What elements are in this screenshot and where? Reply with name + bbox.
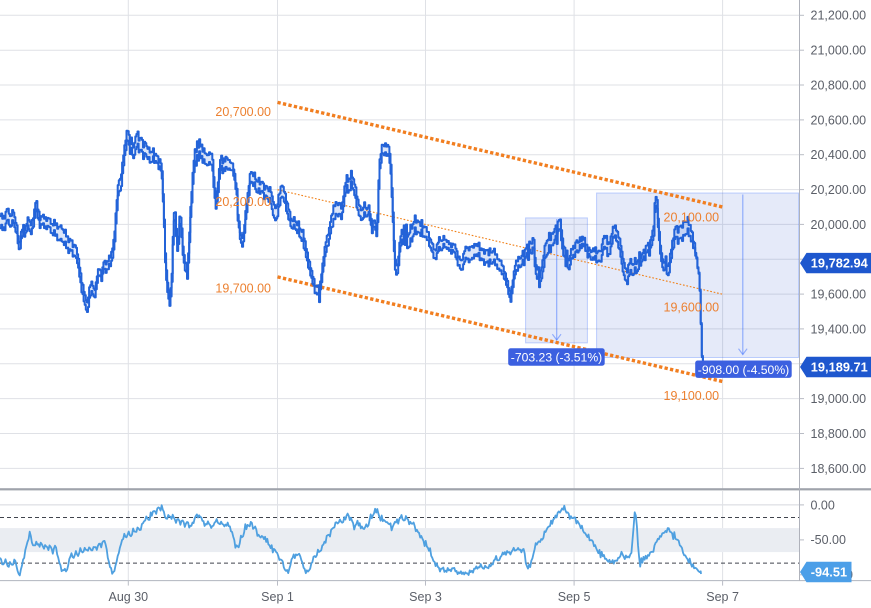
- svg-text:19,600.00: 19,600.00: [811, 288, 867, 302]
- svg-text:19,400.00: 19,400.00: [811, 322, 867, 336]
- svg-text:18,800.00: 18,800.00: [811, 427, 867, 441]
- svg-text:20,400.00: 20,400.00: [811, 148, 867, 162]
- svg-text:20,200.00: 20,200.00: [811, 183, 867, 197]
- svg-text:Sep 3: Sep 3: [409, 590, 442, 604]
- svg-text:19,700.00: 19,700.00: [215, 282, 271, 296]
- svg-text:-50.00: -50.00: [811, 533, 846, 547]
- svg-text:19,000.00: 19,000.00: [811, 392, 867, 406]
- svg-text:19,782.94: 19,782.94: [811, 256, 869, 271]
- svg-text:20,600.00: 20,600.00: [811, 113, 867, 127]
- svg-text:Sep 7: Sep 7: [706, 590, 739, 604]
- svg-text:20,200.00: 20,200.00: [215, 195, 271, 209]
- svg-text:20,700.00: 20,700.00: [215, 105, 271, 119]
- svg-text:20,000.00: 20,000.00: [811, 218, 867, 232]
- svg-text:-908.00 (-4.50%): -908.00 (-4.50%): [698, 363, 789, 377]
- svg-text:Sep 1: Sep 1: [261, 590, 294, 604]
- svg-text:20,100.00: 20,100.00: [664, 211, 720, 225]
- svg-text:-94.51: -94.51: [811, 565, 847, 580]
- svg-text:20,800.00: 20,800.00: [811, 78, 867, 92]
- svg-text:Aug 30: Aug 30: [108, 590, 148, 604]
- svg-text:0.00: 0.00: [811, 498, 835, 512]
- svg-text:21,200.00: 21,200.00: [811, 9, 867, 23]
- svg-text:19,600.00: 19,600.00: [664, 301, 720, 315]
- svg-text:-703.23 (-3.51%): -703.23 (-3.51%): [511, 351, 602, 365]
- svg-text:19,189.71: 19,189.71: [811, 360, 868, 375]
- svg-text:19,100.00: 19,100.00: [664, 389, 720, 403]
- svg-text:18,600.00: 18,600.00: [811, 462, 867, 476]
- svg-text:Sep 5: Sep 5: [558, 590, 591, 604]
- svg-text:21,000.00: 21,000.00: [811, 44, 867, 58]
